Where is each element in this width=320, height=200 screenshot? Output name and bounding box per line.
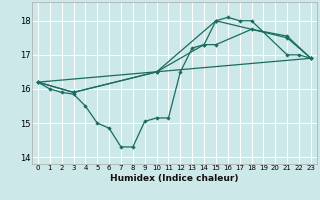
X-axis label: Humidex (Indice chaleur): Humidex (Indice chaleur) bbox=[110, 174, 239, 183]
